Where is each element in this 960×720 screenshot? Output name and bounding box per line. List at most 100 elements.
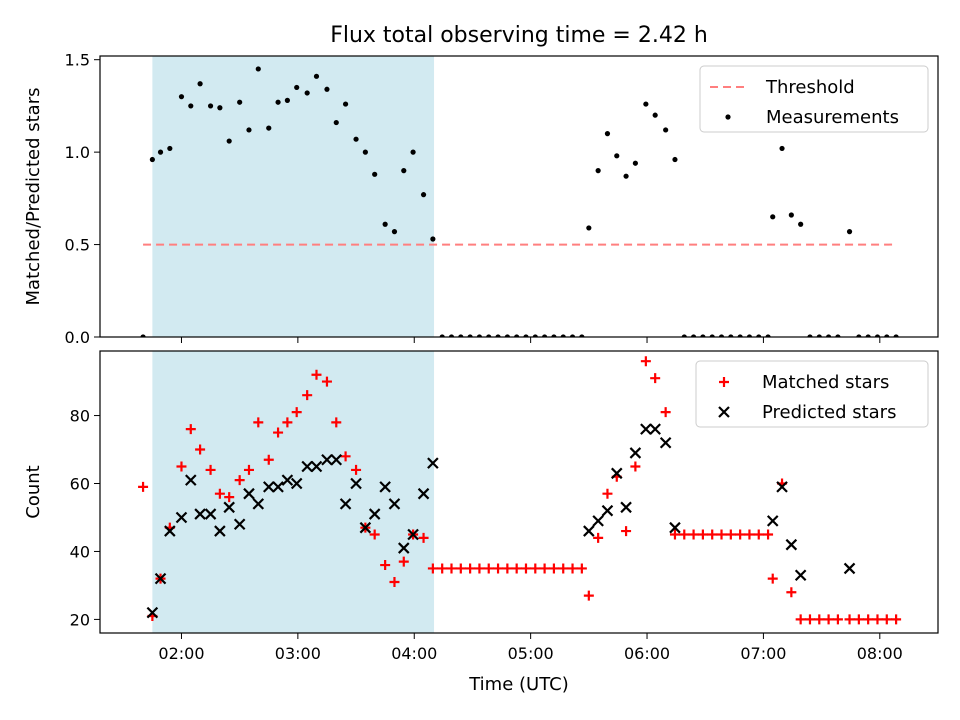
measurement-point (893, 334, 899, 337)
matched-star-point (832, 614, 843, 625)
panel-bottom: 20 40 60 80 02:00 03:00 04:00 05:00 06:00 07:00 08… (23, 350, 939, 663)
legend-label: Predicted stars (762, 402, 896, 423)
matched-star-point (763, 529, 774, 540)
measurement-point (246, 127, 252, 133)
predicted-star-point (350, 477, 362, 490)
measurement-point (157, 149, 164, 155)
matched-star-point (669, 529, 680, 540)
matched-star-point (744, 529, 755, 540)
measurement-point (149, 156, 155, 163)
measurement-point (458, 334, 464, 337)
measurement-point (362, 149, 368, 155)
y-tick-label: 0.0 (65, 328, 90, 347)
matched-star-point (891, 614, 902, 625)
matched-star-point (823, 614, 834, 625)
measurement-point (207, 103, 214, 109)
matched-star-point (446, 563, 457, 574)
measurement-point (709, 334, 715, 337)
predicted-star-point (204, 508, 217, 520)
matched-star-point (853, 614, 864, 625)
measurement-point (807, 334, 813, 337)
chart-title: Flux total observing time = 2.42 h (330, 23, 708, 48)
predicted-star-point (843, 562, 856, 575)
matched-star-point (398, 556, 409, 567)
measurement-point (284, 97, 290, 103)
measurement-point (401, 168, 407, 174)
measurement-point (816, 334, 822, 337)
shaded-span (152, 56, 435, 337)
matched-star-point (340, 451, 351, 462)
measurement-point (652, 112, 658, 118)
predicted-star-point (290, 477, 303, 490)
matched-star-point (814, 614, 825, 625)
y-tick-label: 0.5 (65, 236, 90, 255)
measurement-point (718, 334, 725, 337)
measurement-point (595, 168, 601, 174)
measurement-point (623, 173, 629, 179)
matched-star-point (688, 529, 699, 540)
measurement-point (467, 334, 473, 337)
matched-star-point (593, 532, 604, 543)
matched-star-point (291, 407, 302, 418)
x-tick-label: 06:00 (624, 644, 670, 663)
measurement-point (825, 334, 832, 337)
measurement-point (551, 334, 557, 337)
matched-star-point (844, 614, 855, 625)
matched-star-point (804, 614, 815, 625)
legend-measurement-swatch (725, 114, 731, 120)
legend-predicted-swatch (718, 406, 730, 418)
predicted-star-point (659, 436, 672, 449)
measurement-point (324, 86, 330, 92)
measurement-point (237, 99, 243, 105)
matched-star-point (753, 529, 764, 540)
measurement-point (874, 334, 881, 337)
predicted-star-point (785, 538, 798, 551)
matched-star-point (863, 614, 874, 625)
predicted-star-point (321, 453, 333, 466)
matched-star-point (502, 563, 513, 574)
measurement-point (856, 334, 862, 337)
matched-star-point (548, 563, 559, 574)
measurement-point (353, 136, 359, 142)
measurement-point (372, 171, 378, 177)
predicted-star-point (262, 481, 275, 493)
predicted-star-point (223, 501, 235, 514)
measurement-point (410, 149, 416, 155)
matched-star-point (558, 563, 569, 574)
predicted-star-point (397, 542, 410, 554)
matched-star-point (679, 529, 690, 540)
measurement-point (514, 334, 520, 337)
matched-star-point (418, 532, 429, 543)
predicted-star-point (640, 423, 652, 435)
legend-box (695, 360, 929, 428)
matched-star-point (567, 563, 578, 574)
measurement-point (756, 334, 762, 337)
legend-box (699, 65, 929, 133)
matched-star-point (224, 492, 235, 503)
predicted-star-point (417, 487, 430, 500)
predicted-star-point (214, 525, 226, 537)
predicted-star-point (272, 481, 284, 493)
axes-frame (99, 350, 939, 634)
matched-star-point (795, 614, 806, 625)
matched-star-point (660, 407, 671, 418)
measurement-point (391, 229, 398, 235)
predicted-star-point (629, 447, 642, 459)
matched-star-point (176, 461, 187, 472)
predicted-star-point (154, 572, 167, 585)
matched-star-point (243, 464, 254, 475)
y-tick-label: 80 (70, 407, 90, 426)
measurement-point (770, 214, 776, 220)
matched-star-point (273, 427, 284, 438)
y-tick-label: 1.0 (65, 143, 90, 162)
y-tick-label: 20 (70, 610, 90, 629)
matched-star-point (716, 529, 727, 540)
predicted-star-point (592, 515, 604, 527)
matched-star-point (474, 563, 485, 574)
matched-star-point (427, 563, 438, 574)
matched-star-point (630, 461, 641, 472)
measurement-point (700, 334, 706, 337)
matched-star-point (640, 356, 651, 367)
measurement-point (476, 334, 483, 337)
measurement-point (255, 66, 261, 72)
